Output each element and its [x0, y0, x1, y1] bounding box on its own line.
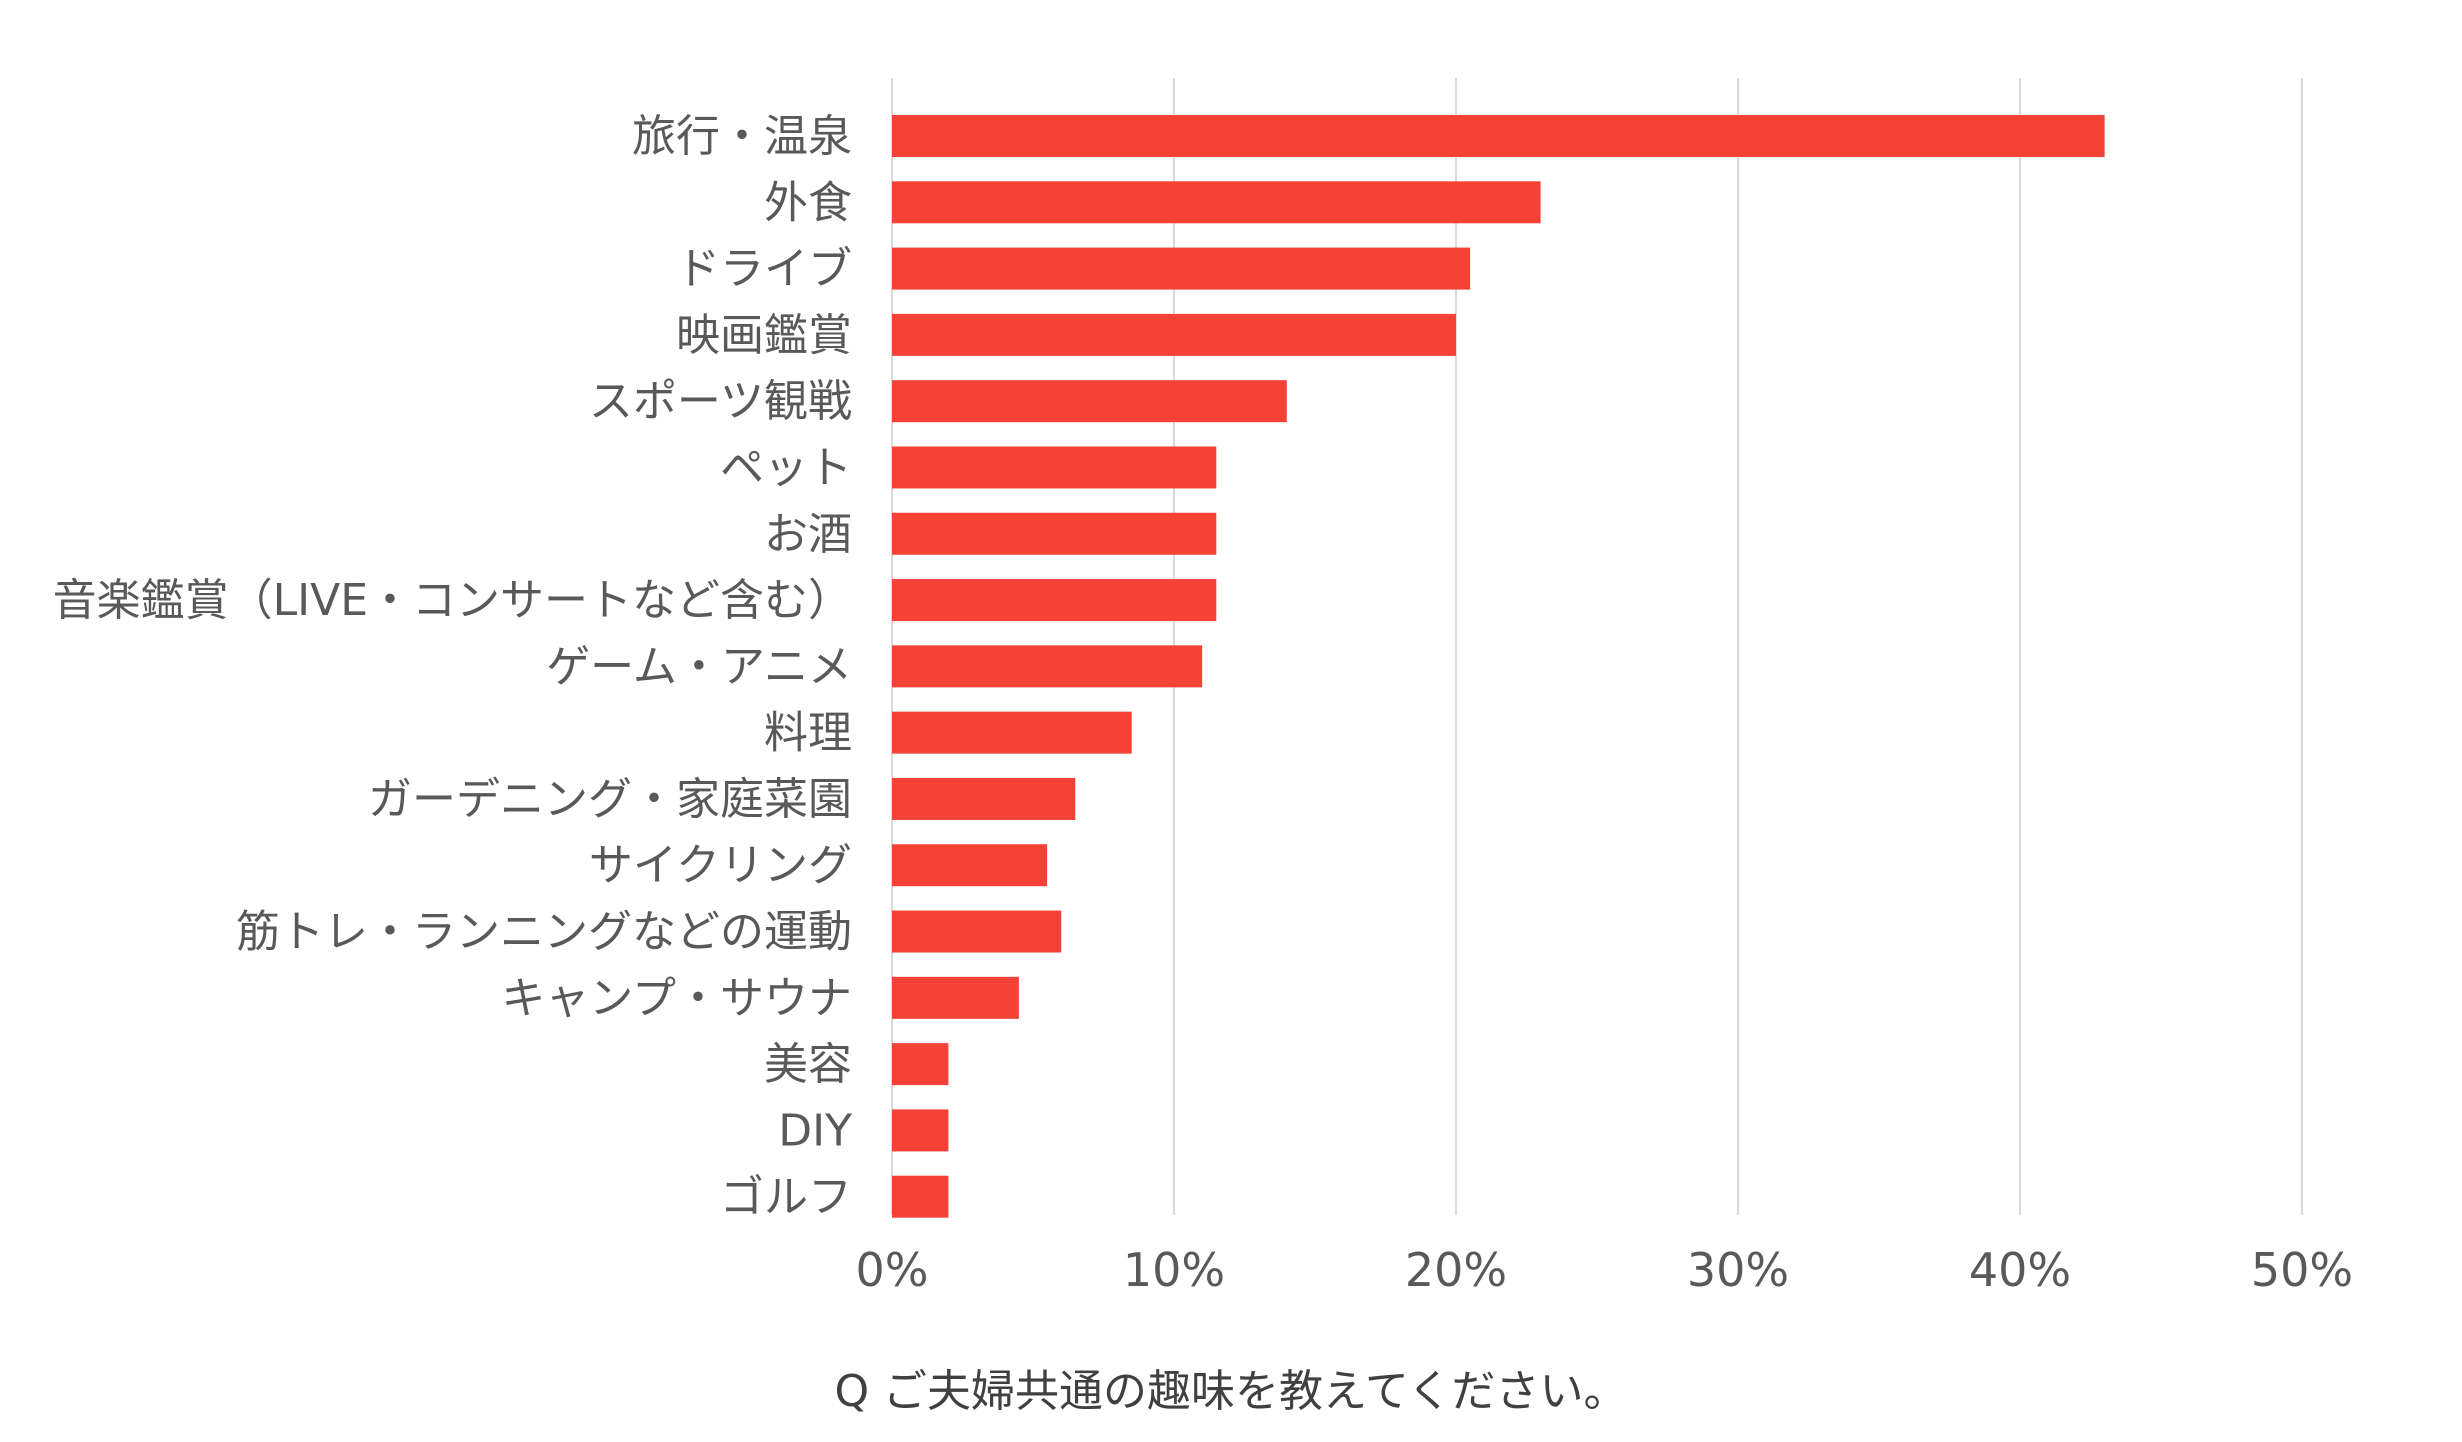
category-label: ガーデニング・家庭菜園	[368, 774, 852, 825]
bar	[892, 579, 1217, 622]
bar	[892, 181, 1541, 224]
bar	[892, 512, 1217, 555]
bar	[892, 247, 1471, 290]
category-label: 音楽鑑賞（LIVE・コンサートなど含む）	[53, 575, 852, 626]
category-label: キャンプ・サウナ	[501, 973, 852, 1024]
category-label: 筋トレ・ランニングなどの運動	[236, 907, 852, 958]
category-labels: 旅行・温泉外食ドライブ映画鑑賞スポーツ観戦ペットお酒音楽鑑賞（LIVE・コンサー…	[53, 111, 853, 1223]
bar	[892, 844, 1048, 887]
category-label: 美容	[764, 1039, 852, 1090]
bar	[892, 313, 1456, 356]
category-label: サイクリング	[589, 840, 852, 891]
bar	[892, 910, 1062, 953]
x-axis-caption: Q ご夫婦共通の趣味を教えてください。	[834, 1366, 1628, 1417]
bar	[892, 1175, 949, 1218]
bar	[892, 1043, 949, 1086]
bar	[892, 645, 1203, 688]
category-label: ドライブ	[676, 244, 852, 295]
category-label: 外食	[764, 177, 852, 228]
bar	[892, 711, 1132, 754]
category-label: ゴルフ	[720, 1172, 852, 1223]
category-label: 映画鑑賞	[676, 310, 852, 361]
x-tick-label: 50%	[2251, 1243, 2353, 1297]
bar	[892, 1109, 949, 1152]
category-label: DIY	[778, 1105, 852, 1156]
bar	[892, 777, 1076, 820]
category-label: 旅行・温泉	[632, 111, 852, 162]
category-label: 料理	[764, 708, 852, 759]
x-tick-label: 40%	[1969, 1243, 2071, 1297]
category-label: お酒	[764, 509, 852, 560]
bar	[892, 380, 1287, 423]
bar	[892, 115, 2105, 157]
x-tick-label: 30%	[1687, 1243, 1789, 1297]
bar	[892, 976, 1019, 1019]
category-label: ペット	[720, 442, 852, 493]
x-tick-label: 0%	[856, 1243, 929, 1297]
x-tick-labels: 0% 10% 20% 30% 40% 50%	[856, 1243, 2354, 1297]
bars	[892, 115, 2105, 1218]
x-tick-label: 20%	[1405, 1243, 1507, 1297]
bar	[892, 446, 1217, 489]
x-tick-label: 10%	[1123, 1243, 1225, 1297]
category-label: ゲーム・アニメ	[546, 641, 852, 692]
category-label: スポーツ観戦	[589, 376, 852, 427]
